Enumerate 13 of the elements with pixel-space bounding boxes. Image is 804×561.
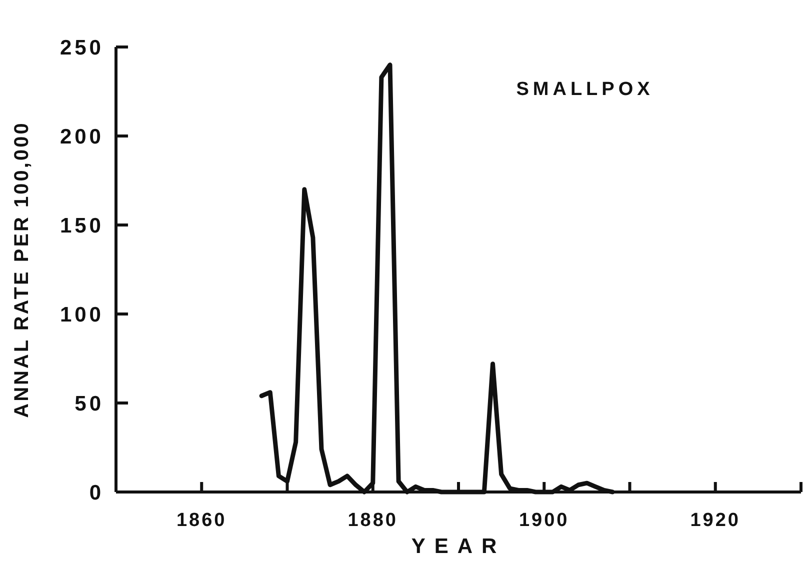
- y-tick-label: 250: [60, 36, 104, 60]
- y-tick-label: 150: [60, 214, 104, 238]
- y-tick-label: 200: [60, 125, 104, 148]
- x-axis-title: YEAR: [411, 535, 506, 558]
- x-tick-label: 1900: [518, 510, 570, 531]
- x-tick-label: 1920: [690, 510, 741, 531]
- x-tick-label: 1860: [176, 510, 227, 531]
- y-tick-label: 0: [89, 481, 104, 504]
- text: SMALLPOX: [516, 79, 654, 100]
- y-axis-title: ANNAL RATE PER 100,000: [11, 121, 33, 418]
- y-tick-label: 50: [74, 392, 104, 416]
- x-tick-label: 1880: [348, 510, 398, 531]
- y-tick-label: 100: [60, 303, 104, 326]
